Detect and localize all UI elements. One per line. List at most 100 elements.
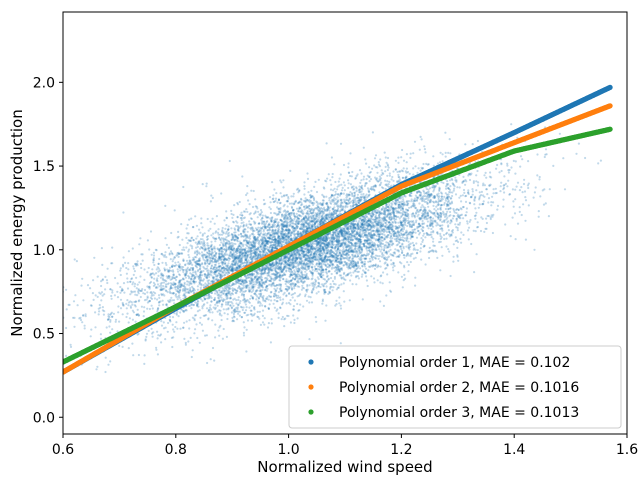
scatter-point bbox=[347, 259, 350, 262]
scatter-point bbox=[474, 196, 477, 199]
scatter-point bbox=[230, 233, 233, 236]
scatter-point bbox=[361, 223, 364, 226]
scatter-point bbox=[300, 204, 303, 207]
scatter-point bbox=[233, 297, 236, 300]
scatter-point bbox=[317, 285, 320, 288]
scatter-point bbox=[177, 270, 180, 273]
scatter-point bbox=[394, 248, 397, 251]
scatter-point bbox=[259, 278, 262, 281]
scatter-point bbox=[527, 160, 530, 163]
scatter-point bbox=[250, 280, 253, 283]
scatter-point bbox=[311, 225, 315, 228]
scatter-point bbox=[276, 206, 279, 209]
scatter-point bbox=[270, 295, 273, 298]
scatter-point bbox=[186, 283, 189, 286]
scatter-point bbox=[378, 255, 381, 258]
scatter-point bbox=[108, 325, 111, 328]
scatter-point bbox=[247, 259, 250, 262]
scatter-point bbox=[248, 213, 251, 216]
scatter-point bbox=[154, 286, 158, 289]
scatter-point bbox=[327, 277, 330, 280]
scatter-point bbox=[366, 284, 369, 288]
scatter-point bbox=[334, 259, 338, 262]
scatter-point bbox=[354, 223, 357, 226]
scatter-point bbox=[409, 237, 412, 240]
scatter-point bbox=[174, 282, 177, 285]
scatter-point bbox=[303, 185, 306, 188]
scatter-point bbox=[355, 255, 358, 259]
scatter-point bbox=[342, 181, 345, 184]
scatter-point bbox=[409, 152, 412, 155]
scatter-point bbox=[374, 247, 378, 250]
scatter-point bbox=[421, 219, 424, 223]
scatter-point bbox=[344, 274, 348, 277]
scatter-point bbox=[369, 228, 372, 231]
scatter-point bbox=[101, 309, 104, 312]
scatter-point bbox=[325, 180, 328, 183]
scatter-point bbox=[314, 251, 317, 255]
scatter-point bbox=[145, 335, 148, 338]
scatter-point bbox=[324, 254, 327, 257]
scatter-point bbox=[174, 294, 177, 297]
scatter-point bbox=[196, 310, 199, 313]
scatter-point bbox=[383, 257, 386, 260]
scatter-point bbox=[372, 221, 375, 224]
scatter-point bbox=[438, 224, 441, 227]
scatter-point bbox=[125, 272, 128, 275]
scatter-point bbox=[509, 235, 512, 238]
scatter-point bbox=[297, 222, 300, 225]
scatter-point bbox=[414, 284, 417, 287]
scatter-point bbox=[482, 200, 485, 203]
scatter-point bbox=[178, 283, 181, 286]
scatter-point bbox=[207, 229, 210, 232]
scatter-point bbox=[351, 243, 354, 246]
scatter-point bbox=[96, 365, 99, 368]
scatter-point bbox=[308, 243, 311, 246]
scatter-point bbox=[240, 261, 243, 264]
scatter-point bbox=[473, 271, 476, 274]
scatter-point bbox=[185, 288, 188, 291]
scatter-point bbox=[308, 284, 311, 287]
scatter-point bbox=[243, 261, 246, 264]
scatter-point bbox=[247, 288, 250, 291]
scatter-point bbox=[269, 341, 272, 344]
scatter-point bbox=[323, 248, 326, 251]
scatter-point bbox=[414, 276, 417, 279]
scatter-point bbox=[338, 284, 341, 287]
scatter-point bbox=[341, 243, 344, 246]
scatter-point bbox=[155, 348, 158, 351]
scatter-point bbox=[245, 328, 248, 331]
scatter-point bbox=[373, 157, 377, 160]
scatter-point bbox=[57, 310, 59, 312]
scatter-point bbox=[292, 266, 295, 269]
scatter-point bbox=[277, 198, 281, 201]
scatter-point bbox=[283, 318, 286, 321]
scatter-point bbox=[524, 196, 527, 199]
scatter-point bbox=[358, 244, 361, 247]
scatter-point bbox=[380, 186, 384, 189]
scatter-point bbox=[273, 284, 276, 288]
scatter-point bbox=[118, 320, 121, 323]
scatter-point bbox=[321, 269, 324, 272]
scatter-point bbox=[222, 308, 225, 311]
scatter-point bbox=[190, 355, 193, 359]
scatter-point bbox=[233, 251, 236, 254]
scatter-point bbox=[245, 280, 248, 283]
scatter-point bbox=[320, 258, 323, 261]
scatter-point bbox=[245, 286, 249, 289]
scatter-point bbox=[331, 198, 334, 201]
scatter-point bbox=[340, 255, 343, 258]
scatter-point bbox=[196, 305, 199, 308]
scatter-point bbox=[191, 285, 194, 288]
scatter-point bbox=[242, 240, 245, 243]
scatter-point bbox=[496, 204, 500, 207]
scatter-point bbox=[322, 237, 325, 240]
scatter-point bbox=[287, 314, 290, 318]
scatter-point bbox=[428, 200, 431, 203]
scatter-point bbox=[425, 187, 428, 191]
scatter-point bbox=[475, 174, 478, 177]
scatter-point bbox=[253, 237, 256, 240]
scatter-point bbox=[228, 246, 231, 249]
scatter-point bbox=[242, 306, 245, 309]
scatter-point bbox=[268, 196, 272, 199]
